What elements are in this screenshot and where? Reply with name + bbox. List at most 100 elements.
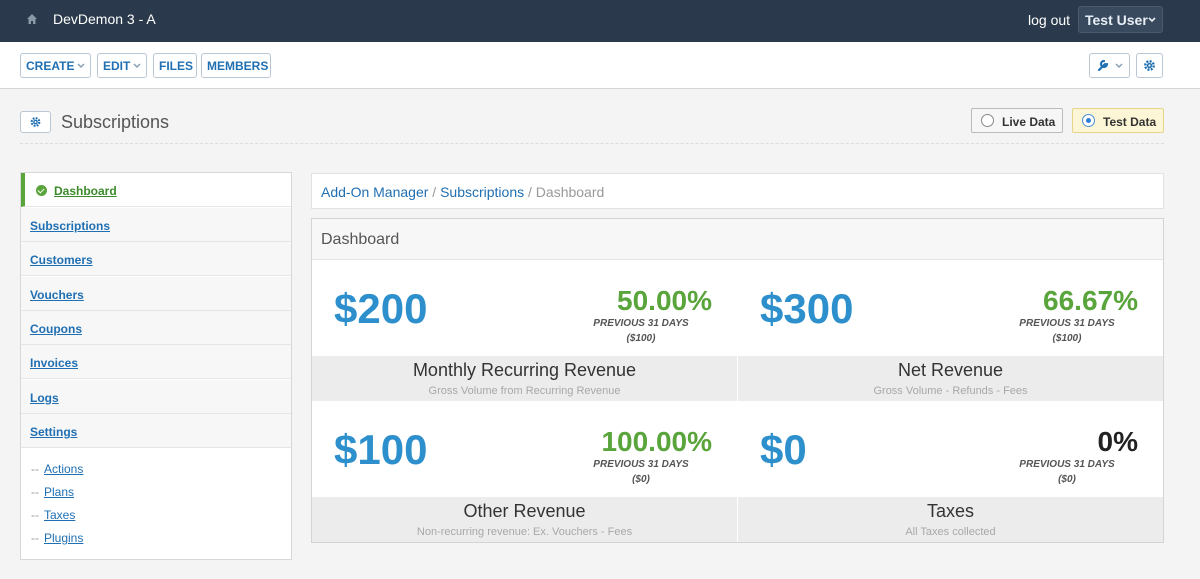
- metric-period: PREVIOUS 31 DAYS: [1019, 318, 1115, 329]
- metric-percent: 66.67%: [1043, 285, 1138, 316]
- members-label: MEMBERS: [207, 59, 269, 73]
- dash-icon: --: [31, 485, 39, 499]
- sidebar-subitem-plugins[interactable]: -- Plugins: [31, 531, 83, 545]
- metric-card-taxes: $0 0% PREVIOUS 31 DAYS ($0) Taxes All Ta…: [738, 401, 1163, 542]
- metric-card-other-revenue: $100 100.00% PREVIOUS 31 DAYS ($0) Other…: [312, 401, 737, 542]
- metric-footer: Net Revenue Gross Volume - Refunds - Fee…: [738, 356, 1163, 401]
- sidebar-item-subscriptions[interactable]: Subscriptions: [21, 208, 291, 242]
- radio-on-icon: [1082, 114, 1095, 127]
- user-menu-label: Test User: [1085, 12, 1148, 28]
- site-title[interactable]: DevDemon 3 - A: [53, 11, 156, 27]
- gear-icon: [30, 117, 41, 127]
- metric-percent: 100.00%: [601, 426, 712, 457]
- metric-amount: $0: [760, 426, 807, 473]
- breadcrumb-separator: /: [432, 184, 437, 200]
- sidebar-item-label: Dashboard: [54, 184, 117, 198]
- files-button[interactable]: FILES: [153, 53, 197, 78]
- page-title: Subscriptions: [61, 112, 170, 132]
- module-settings-button[interactable]: [20, 111, 51, 133]
- metric-amount: $300: [760, 285, 854, 332]
- metric-title: Net Revenue: [897, 360, 1004, 380]
- create-menu-button[interactable]: CREATE: [20, 53, 91, 78]
- metric-percent: 0%: [1097, 426, 1138, 457]
- sidebar-item-label: Subscriptions: [30, 219, 111, 233]
- metric-subtitle: Gross Volume - Refunds - Fees: [873, 385, 1028, 397]
- sidebar-item-vouchers[interactable]: Vouchers: [21, 277, 291, 311]
- live-data-toggle[interactable]: Live Data: [971, 108, 1063, 133]
- metric-subtitle: All Taxes collected: [905, 526, 996, 538]
- files-label: FILES: [159, 59, 194, 73]
- metric-footer: Other Revenue Non-recurring revenue: Ex.…: [312, 497, 737, 542]
- chevron-down-icon: [133, 63, 141, 69]
- metric-card-net-revenue: $300 66.67% PREVIOUS 31 DAYS ($100) Net …: [738, 261, 1163, 401]
- metric-previous: ($100): [626, 333, 656, 344]
- wrench-icon: [1097, 59, 1123, 72]
- sidebar-item-label: Settings: [30, 425, 78, 439]
- dash-icon: --: [31, 462, 39, 476]
- metric-percent: 50.00%: [617, 285, 712, 316]
- breadcrumb-separator: /: [528, 184, 532, 200]
- settings-button[interactable]: [1136, 53, 1163, 78]
- metric-card-mrr: $200 50.00% PREVIOUS 31 DAYS ($100) Mont…: [312, 261, 737, 401]
- dash-icon: --: [31, 531, 39, 545]
- check-circle-icon: [36, 185, 47, 196]
- sidebar-item-settings[interactable]: Settings: [21, 414, 291, 448]
- metric-footer: Monthly Recurring Revenue Gross Volume f…: [312, 356, 737, 401]
- metric-period: PREVIOUS 31 DAYS: [593, 459, 689, 470]
- radio-off-icon: [981, 114, 994, 127]
- metric-previous: ($0): [632, 474, 650, 485]
- metric-amount: $100: [334, 426, 428, 473]
- sidebar-subitem-plans[interactable]: -- Plans: [31, 485, 74, 499]
- test-data-toggle[interactable]: Test Data: [1072, 108, 1164, 133]
- live-data-label: Live Data: [1002, 115, 1056, 129]
- dash-icon: --: [31, 508, 39, 522]
- breadcrumb: Add-On Manager / Subscriptions / Dashboa…: [311, 173, 1164, 209]
- gear-icon: [1144, 60, 1155, 71]
- create-label: CREATE: [26, 59, 75, 73]
- sidebar-item-dashboard[interactable]: Dashboard: [21, 173, 291, 207]
- sidebar-subitem-label: Actions: [44, 462, 84, 476]
- metric-subtitle: Gross Volume from Recurring Revenue: [428, 385, 621, 397]
- sidebar-item-customers[interactable]: Customers: [21, 242, 291, 276]
- metric-footer: Taxes All Taxes collected: [738, 497, 1163, 542]
- home-icon[interactable]: [26, 13, 38, 25]
- dashboard-panel: Dashboard $200 50.00% PREVIOUS 31 DAYS (…: [311, 218, 1164, 543]
- logout-link[interactable]: log out: [1028, 12, 1071, 28]
- metric-previous: ($100): [1052, 333, 1082, 344]
- edit-menu-button[interactable]: EDIT: [97, 53, 147, 78]
- sidebar: Dashboard Subscriptions Customers Vouche…: [20, 172, 292, 560]
- sidebar-item-coupons[interactable]: Coupons: [21, 311, 291, 345]
- members-button[interactable]: MEMBERS: [201, 53, 271, 78]
- header-divider: [20, 143, 1164, 144]
- metric-previous: ($0): [1058, 474, 1076, 485]
- sidebar-item-logs[interactable]: Logs: [21, 380, 291, 414]
- sidebar-subitem-actions[interactable]: -- Actions: [31, 462, 83, 476]
- user-menu-button[interactable]: Test User: [1078, 6, 1163, 33]
- breadcrumb-addon-manager[interactable]: Add-On Manager: [321, 184, 429, 200]
- top-bar: DevDemon 3 - A log out Test User: [0, 0, 1200, 42]
- panel-title: Dashboard: [312, 219, 1163, 260]
- sidebar-item-label: Logs: [30, 391, 59, 405]
- sidebar-item-label: Vouchers: [30, 288, 84, 302]
- metric-title: Taxes: [926, 501, 975, 521]
- sidebar-item-label: Coupons: [30, 322, 82, 336]
- metric-period: PREVIOUS 31 DAYS: [1019, 459, 1115, 470]
- tools-menu-button[interactable]: [1089, 53, 1130, 78]
- sidebar-subitem-label: Plans: [44, 485, 75, 499]
- sidebar-item-label: Invoices: [30, 356, 79, 370]
- sidebar-subitem-label: Plugins: [44, 531, 84, 545]
- breadcrumb-current: Dashboard: [535, 184, 605, 200]
- edit-label: EDIT: [103, 59, 131, 73]
- chevron-down-icon: [77, 63, 85, 69]
- metric-title: Other Revenue: [463, 501, 586, 521]
- metric-period: PREVIOUS 31 DAYS: [593, 318, 689, 329]
- breadcrumb-subscriptions[interactable]: Subscriptions: [440, 184, 525, 200]
- metric-amount: $200: [334, 285, 428, 332]
- chevron-down-icon: [1148, 17, 1156, 23]
- sidebar-item-label: Customers: [30, 253, 93, 267]
- sidebar-subitem-taxes[interactable]: -- Taxes: [31, 508, 75, 522]
- sidebar-item-invoices[interactable]: Invoices: [21, 345, 291, 379]
- metric-subtitle: Non-recurring revenue: Ex. Vouchers - Fe…: [416, 526, 633, 538]
- sidebar-subitem-label: Taxes: [44, 508, 76, 522]
- main-toolbar: CREATE EDIT FILES MEMBERS: [0, 42, 1200, 89]
